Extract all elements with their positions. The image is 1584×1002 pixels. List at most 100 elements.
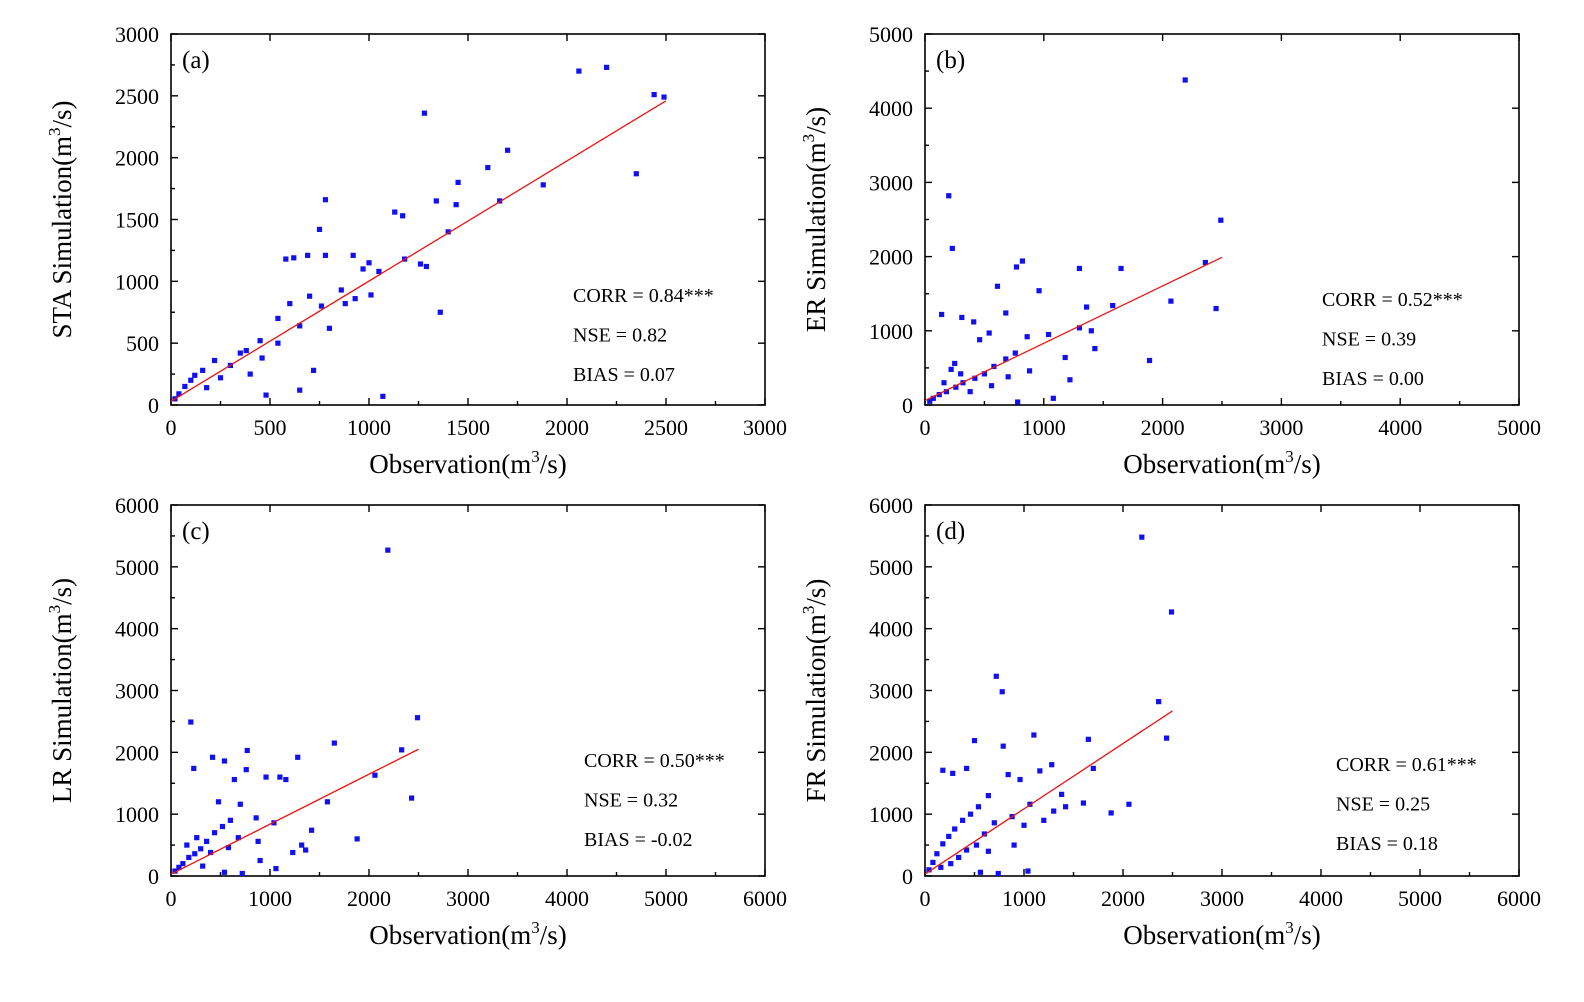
scatter-panel-d: 0 1000 2000 3000 4000 5000 6000 0 1000 2000 3000 40…	[799, 493, 1541, 950]
scatter-point	[1118, 265, 1124, 272]
scatter-point	[408, 795, 415, 801]
scatter-point	[977, 869, 984, 875]
stat-text: BIAS = 0.18	[1336, 833, 1438, 855]
scatter-point	[453, 202, 459, 208]
x-tick-label: 3000	[446, 886, 490, 911]
scatter-point	[1011, 842, 1017, 848]
x-tick-label: 4000	[545, 886, 589, 911]
scatter-point	[938, 864, 944, 870]
stat-text: NSE = 0.82	[573, 325, 667, 347]
x-tick-label: 6000	[1497, 886, 1541, 911]
stat-text: CORR = 0.61***	[1336, 754, 1477, 776]
scatter-point	[988, 383, 995, 389]
x-axis-label: Observation(m3/s)	[1123, 918, 1320, 950]
regression-line	[170, 748, 419, 875]
x-tick-label: 3000	[743, 415, 787, 440]
scatter-point	[372, 772, 378, 778]
scatter-point	[186, 854, 192, 861]
scatter-point	[1045, 331, 1052, 338]
scatter-point	[437, 309, 443, 315]
panel-label: (b)	[936, 47, 965, 74]
y-tick-label: 3000	[869, 170, 913, 195]
scatter-point	[307, 293, 313, 299]
scatter-point	[1062, 804, 1069, 810]
panel-label: (d)	[936, 518, 965, 545]
scatter-point	[1059, 791, 1065, 797]
scatter-point	[1062, 354, 1068, 361]
scatter-point	[1037, 768, 1043, 774]
x-axis-label: Observation(m3/s)	[369, 918, 566, 950]
scatter-point	[1067, 377, 1073, 383]
scatter-point	[316, 226, 323, 232]
scatter-point	[188, 719, 194, 725]
y-tick-label: 4000	[869, 617, 913, 642]
plot-frame	[170, 33, 766, 406]
scatter-point	[217, 375, 224, 381]
scatter-point	[936, 392, 942, 398]
scatter-point	[299, 842, 305, 848]
scatter-point	[1146, 357, 1153, 364]
scatter-point	[414, 715, 421, 721]
scatter-point	[1026, 368, 1033, 374]
scatter-point	[1019, 258, 1026, 264]
scatter-point	[975, 804, 982, 810]
scatter-point	[943, 389, 949, 395]
scatter-point	[221, 869, 228, 875]
scatter-point	[257, 857, 263, 864]
scatter-point	[322, 252, 329, 258]
scatter-point	[290, 849, 296, 856]
scatter-point	[1012, 350, 1018, 356]
x-tick-label: 5000	[1497, 415, 1541, 440]
scatter-point	[291, 255, 297, 261]
scatter-point	[366, 260, 372, 266]
scatter-point	[310, 367, 317, 373]
scatter-point	[1025, 868, 1031, 874]
scatter-point	[999, 689, 1005, 695]
scatter-point	[973, 842, 980, 848]
scatter-point	[1168, 609, 1175, 615]
scatter-point	[948, 861, 954, 867]
y-tick-label: 2000	[115, 740, 159, 765]
scatter-point	[991, 820, 997, 826]
y-tick-label: 2000	[869, 740, 913, 765]
scatter-point	[604, 64, 610, 70]
scatter-point	[981, 371, 987, 377]
y-tick-label: 1000	[115, 802, 159, 827]
scatter-point	[946, 833, 952, 840]
x-tick-label: 4000	[1378, 415, 1422, 440]
y-tick-label: 0	[148, 864, 159, 889]
scatter-point	[385, 547, 391, 553]
x-tick-label: 0	[166, 415, 177, 440]
scatter-point	[191, 765, 197, 772]
scatter-point	[243, 347, 249, 354]
scatter-point	[939, 311, 945, 318]
scatter-point	[505, 147, 511, 153]
scatter-point	[1051, 808, 1057, 814]
y-tick-label: 500	[126, 331, 159, 356]
scatter-point	[1076, 325, 1083, 331]
y-tick-label: 3000	[115, 22, 159, 47]
y-tick-label: 3000	[869, 679, 913, 704]
scatter-point	[225, 844, 232, 851]
x-tick-label: 2500	[644, 415, 688, 440]
scatter-point	[958, 371, 964, 377]
scatter-point	[1003, 356, 1009, 362]
panel-label: (a)	[182, 47, 210, 74]
scatter-points	[172, 64, 667, 402]
x-tick-label: 2000	[347, 886, 391, 911]
scatter-point	[176, 391, 182, 397]
scatter-point	[1163, 735, 1170, 741]
scatter-point	[1088, 328, 1094, 334]
y-tick-label: 3000	[115, 679, 159, 704]
x-tick-label: 3000	[1200, 886, 1244, 911]
y-tick-label: 2000	[115, 146, 159, 171]
scatter-point	[1017, 776, 1023, 783]
scatter-point	[283, 776, 289, 783]
scatter-point	[952, 826, 958, 832]
scatter-point	[399, 747, 405, 753]
scatter-point	[930, 395, 936, 401]
scatter-point	[360, 266, 366, 272]
stat-text: BIAS = 0.07	[573, 364, 675, 386]
scatter-point	[1085, 736, 1091, 742]
x-axis-label: Observation(m3/s)	[369, 447, 566, 479]
